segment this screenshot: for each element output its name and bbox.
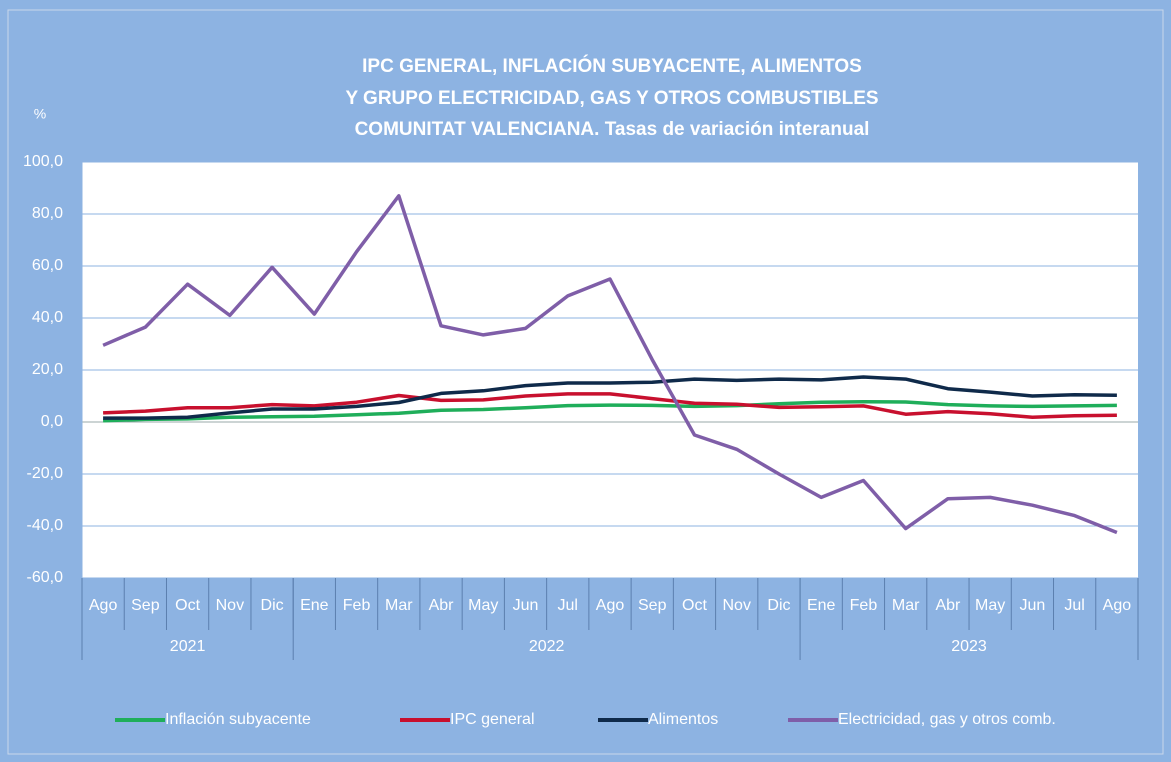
x-tick-label: Mar	[892, 597, 920, 614]
x-tick-label: Jul	[1064, 597, 1084, 614]
legend-label: Alimentos	[648, 711, 718, 728]
legend-label: Electricidad, gas y otros comb.	[838, 711, 1056, 728]
x-tick-label: May	[975, 597, 1005, 614]
y-tick-label: -20,0	[27, 465, 64, 482]
y-tick-label: -40,0	[27, 517, 64, 534]
x-tick-label: Nov	[722, 597, 750, 614]
x-group-label: 2021	[170, 638, 206, 655]
x-tick-label: Feb	[343, 597, 371, 614]
x-tick-label: Sep	[638, 597, 667, 614]
y-tick-label: 20,0	[32, 361, 63, 378]
y-axis-label: %	[34, 106, 46, 122]
y-tick-label: 0,0	[41, 413, 63, 430]
x-tick-label: Ago	[1103, 597, 1132, 614]
series-line	[103, 375, 1117, 420]
x-tick-label: Feb	[850, 597, 878, 614]
x-tick-label: Mar	[385, 597, 413, 614]
y-tick-label: -60,0	[27, 569, 64, 586]
chart-title: Y GRUPO ELECTRICIDAD, GAS Y OTROS COMBUS…	[345, 88, 878, 109]
x-tick-label: Jun	[513, 597, 539, 614]
x-tick-label: Jun	[1020, 597, 1046, 614]
x-tick-label: Abr	[935, 597, 961, 614]
series-line	[103, 399, 1117, 423]
series-line	[102, 194, 1118, 535]
x-tick-label: Oct	[682, 597, 707, 614]
x-tick-label: Abr	[429, 597, 455, 614]
x-group-label: 2023	[951, 638, 987, 655]
chart-title: COMUNITAT VALENCIANA. Tasas de variación…	[355, 119, 870, 140]
x-tick-label: Dic	[767, 597, 790, 614]
frame	[7, 9, 1164, 755]
x-tick-label: Ene	[300, 597, 329, 614]
legend-label: Inflación subyacente	[165, 711, 311, 728]
x-tick-label: May	[468, 597, 498, 614]
legend-label: IPC general	[450, 711, 535, 728]
series-line	[103, 392, 1117, 420]
y-tick-label: 100,0	[23, 153, 63, 170]
x-tick-label: Sep	[131, 597, 160, 614]
y-tick-label: 60,0	[32, 257, 63, 274]
x-group-label: 2022	[529, 638, 565, 655]
x-tick-label: Ene	[807, 597, 836, 614]
chart-title: IPC GENERAL, INFLACIÓN SUBYACENTE, ALIME…	[362, 55, 862, 77]
x-tick-label: Nov	[216, 597, 244, 614]
x-tick-label: Jul	[558, 597, 578, 614]
x-tick-label: Ago	[89, 597, 118, 614]
y-tick-label: 40,0	[32, 309, 63, 326]
x-tick-label: Oct	[175, 597, 200, 614]
x-tick-label: Ago	[596, 597, 625, 614]
y-tick-label: 80,0	[32, 205, 63, 222]
x-tick-label: Dic	[261, 597, 284, 614]
